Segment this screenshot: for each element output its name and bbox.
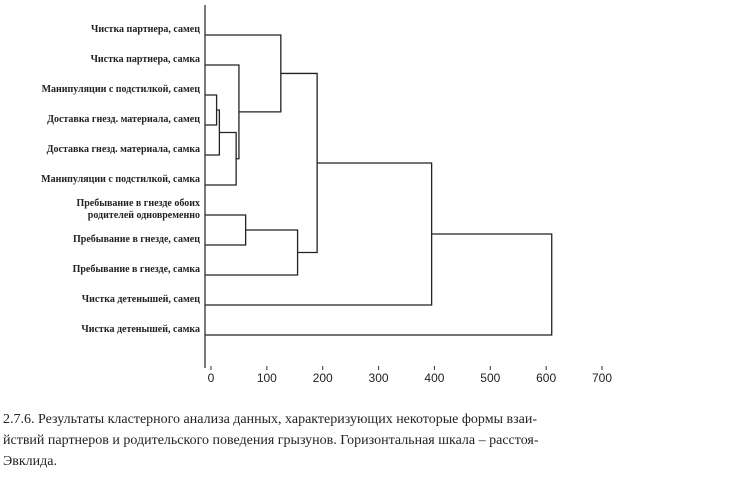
x-tick-label: 500 bbox=[480, 371, 500, 385]
leaf-label: Пребывание в гнезде, самец bbox=[73, 234, 200, 245]
leaf-label: Пребывание в гнезде обоих родителей однов… bbox=[76, 198, 200, 221]
leaf-label-line: Манипуляции с подстилкой, самец bbox=[42, 84, 201, 95]
leaf-label-line: родителей одновременно bbox=[88, 210, 200, 221]
x-tick-label: 200 bbox=[313, 371, 333, 385]
dendrogram-link bbox=[205, 131, 237, 186]
dendrogram-link bbox=[205, 94, 218, 126]
x-tick-label: 300 bbox=[369, 371, 389, 385]
caption-line: Эвклида. bbox=[3, 454, 57, 469]
leaf-label: Чистка партнера, самка bbox=[91, 54, 200, 65]
leaf-label-line: Манипуляции с подстилкой, самка bbox=[41, 174, 200, 185]
leaf-label-line: Доставка гнезд. материала, самка bbox=[47, 144, 200, 155]
dendrogram-link bbox=[205, 162, 433, 306]
leaf-label: Доставка гнезд. материала, самка bbox=[47, 144, 200, 155]
leaf-label: Чистка детенышей, самец bbox=[82, 294, 200, 305]
leaf-label-line: Пребывание в гнезде, самка bbox=[73, 264, 200, 275]
dendrogram-link bbox=[205, 214, 247, 246]
leaf-label: Доставка гнезд. материала, самец bbox=[47, 114, 200, 125]
x-tick-label: 600 bbox=[536, 371, 556, 385]
dendrogram-link bbox=[205, 233, 553, 336]
caption-line: 2.7.6. Результаты кластерного анализа да… bbox=[3, 412, 537, 427]
x-tick-label: 400 bbox=[424, 371, 444, 385]
leaf-label: Манипуляции с подстилкой, самец bbox=[42, 84, 201, 95]
leaf-label-line: Чистка партнера, самка bbox=[91, 54, 200, 65]
leaf-label-line: Чистка партнера, самец bbox=[91, 24, 200, 35]
leaf-label-line: Пребывание в гнезде, самец bbox=[73, 234, 200, 245]
dendrogram-link bbox=[205, 34, 282, 113]
x-tick-label: 0 bbox=[208, 371, 215, 385]
leaf-label: Чистка детенышей, самка bbox=[81, 324, 200, 335]
leaf-label: Пребывание в гнезде, самка bbox=[73, 264, 200, 275]
dendrogram-link bbox=[205, 229, 299, 276]
leaf-label-line: Чистка детенышей, самка bbox=[81, 324, 200, 335]
leaf-label: Манипуляции с подстилкой, самка bbox=[41, 174, 200, 185]
leaf-label: Чистка партнера, самец bbox=[91, 24, 200, 35]
dendrogram-link bbox=[280, 72, 318, 254]
leaf-label-line: Доставка гнезд. материала, самец bbox=[47, 114, 200, 125]
leaf-label-line: Чистка детенышей, самец bbox=[82, 294, 200, 305]
leaf-label-line: Пребывание в гнезде обоих bbox=[76, 198, 200, 209]
caption-line: йствий партнеров и родительского поведен… bbox=[3, 433, 539, 448]
x-tick-label: 100 bbox=[257, 371, 277, 385]
dendrogram-link bbox=[205, 64, 240, 160]
x-tick-label: 700 bbox=[592, 371, 612, 385]
